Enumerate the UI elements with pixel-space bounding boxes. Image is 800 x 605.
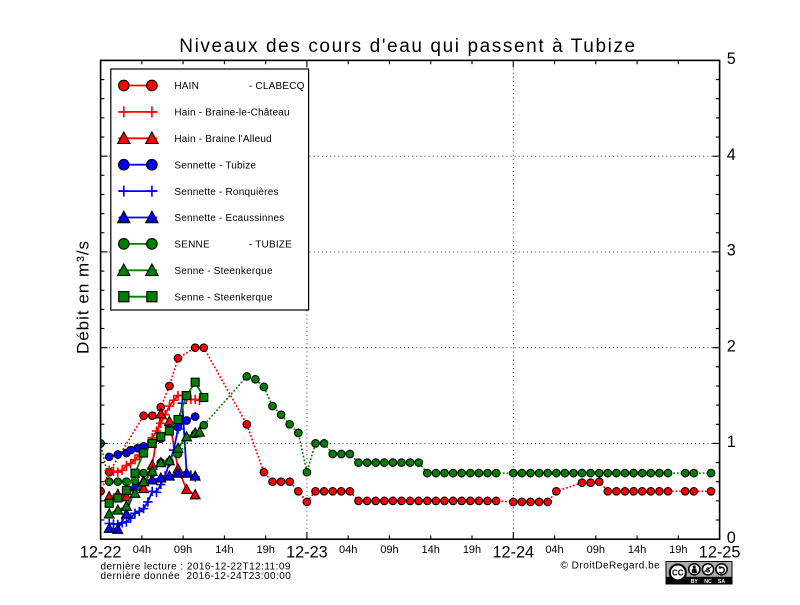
svg-text:CC: CC [672, 569, 684, 578]
svg-text:Hain - Braine-le-Château: Hain - Braine-le-Château [174, 108, 289, 119]
svg-text:SENNE: SENNE [174, 240, 210, 251]
svg-text:12-23: 12-23 [286, 544, 328, 562]
svg-text:Sennette - Tubize: Sennette - Tubize [174, 160, 256, 171]
svg-text:04h: 04h [545, 544, 563, 556]
svg-text:NC: NC [704, 579, 712, 585]
svg-text:12-25: 12-25 [699, 544, 741, 562]
svg-text:14h: 14h [628, 544, 646, 556]
svg-text:3: 3 [727, 242, 736, 260]
svg-text:Sennette - Ronquières: Sennette - Ronquières [174, 187, 278, 198]
svg-text:19h: 19h [669, 544, 687, 556]
svg-text:dernière lecture : 2016-12-22T: dernière lecture : 2016-12-22T12:11:09 [101, 561, 291, 572]
svg-text:19h: 19h [257, 544, 275, 556]
svg-text:SA: SA [718, 579, 725, 585]
svg-text:04h: 04h [133, 544, 151, 556]
svg-text:5: 5 [727, 50, 736, 68]
svg-text:4: 4 [727, 146, 736, 164]
svg-text:- TUBIZE: - TUBIZE [249, 240, 292, 251]
svg-text:14h: 14h [215, 544, 233, 556]
svg-text:09h: 09h [380, 544, 398, 556]
svg-text:12-24: 12-24 [492, 544, 534, 562]
svg-text:HAIN: HAIN [174, 81, 199, 92]
svg-text:19h: 19h [463, 544, 481, 556]
svg-text:Senne - Steenkerque: Senne - Steenkerque [174, 292, 273, 303]
svg-text:- CLABECQ: - CLABECQ [249, 81, 305, 92]
svg-text:09h: 09h [174, 544, 192, 556]
svg-text:0: 0 [727, 529, 736, 547]
svg-text:1: 1 [727, 433, 736, 451]
svg-text:Senne - Steenkerque: Senne - Steenkerque [174, 266, 273, 277]
svg-text:dernière donnée 2016-12-24T23: dernière donnée 2016-12-24T23:00:00 [101, 571, 292, 582]
svg-text:09h: 09h [587, 544, 605, 556]
svg-text:Débit en m³/s: Débit en m³/s [74, 240, 93, 354]
svg-text:BY: BY [691, 579, 699, 585]
svg-text:© DroitDeRegard.be: © DroitDeRegard.be [561, 561, 661, 572]
svg-text:04h: 04h [339, 544, 357, 556]
svg-text:12-22: 12-22 [80, 544, 122, 562]
svg-text:Sennette - Ecaussinnes: Sennette - Ecaussinnes [174, 213, 284, 224]
svg-text:Niveaux des cours d'eau qui pa: Niveaux des cours d'eau qui passent à Tu… [179, 36, 636, 57]
svg-text:14h: 14h [422, 544, 440, 556]
svg-text:2: 2 [727, 337, 736, 355]
svg-text:Hain - Braine l'Alleud: Hain - Braine l'Alleud [174, 134, 271, 145]
